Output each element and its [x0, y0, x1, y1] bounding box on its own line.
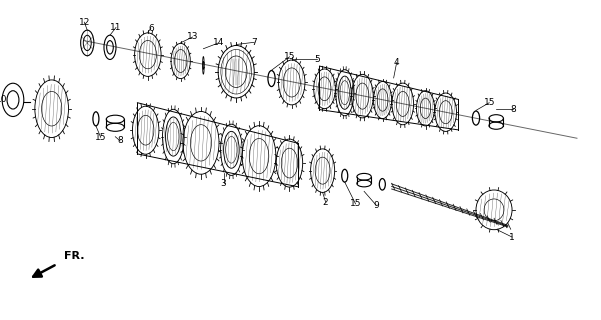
Text: 8: 8	[117, 136, 123, 145]
Text: 2: 2	[323, 197, 328, 206]
Text: 11: 11	[110, 23, 122, 32]
Text: 14: 14	[213, 38, 224, 47]
Text: 5: 5	[314, 55, 320, 64]
Text: 6: 6	[148, 24, 154, 33]
Text: 4: 4	[394, 58, 400, 67]
Text: 12: 12	[79, 18, 90, 27]
Text: 15: 15	[284, 52, 295, 61]
Text: 10: 10	[0, 95, 8, 104]
Text: 15: 15	[483, 98, 495, 107]
Text: 9: 9	[373, 201, 379, 210]
Text: 7: 7	[251, 38, 257, 47]
Text: 15: 15	[95, 133, 106, 142]
Text: 13: 13	[187, 33, 198, 42]
Text: 1: 1	[509, 233, 515, 242]
Text: 3: 3	[221, 179, 227, 188]
Text: FR.: FR.	[64, 251, 85, 261]
Text: 15: 15	[350, 199, 361, 208]
Text: 8: 8	[510, 105, 516, 114]
